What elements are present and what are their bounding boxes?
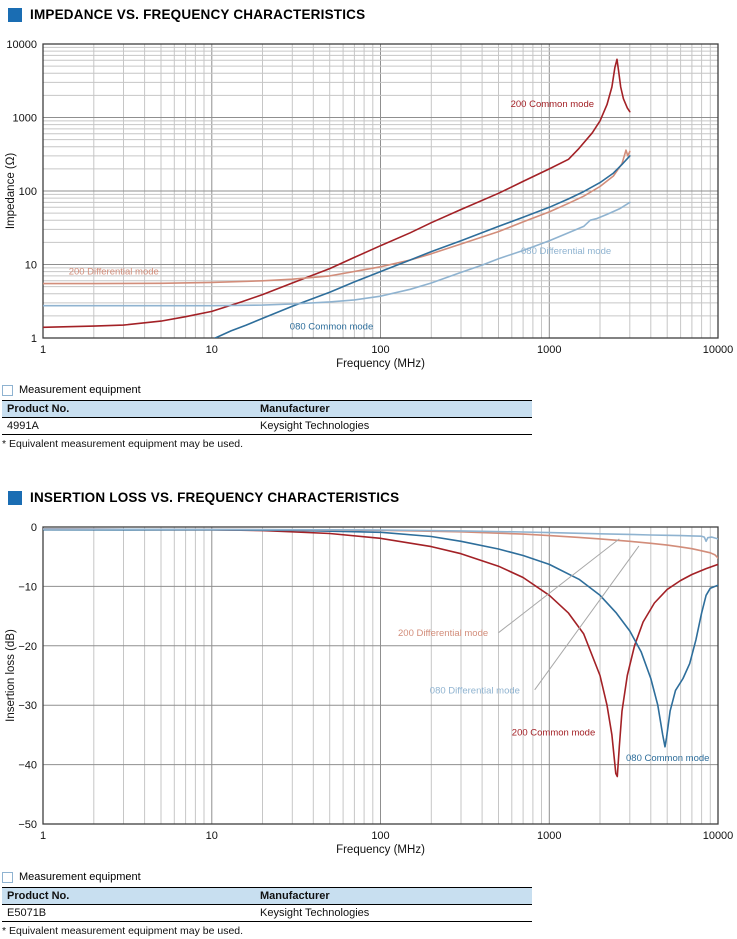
x-tick-label: 10000 [703,830,734,842]
x-tick-label: 10 [206,830,218,842]
x-tick-label: 1 [40,830,46,842]
equipment-block-insertion-loss: Measurement equipment Product No. Manufac… [2,871,534,937]
x-tick-label: 100 [371,344,389,356]
checkbox-icon [2,384,13,396]
series-200-common-mode [43,58,631,329]
series-080-common-mode [43,528,718,748]
table-cell: E5071B [7,907,47,919]
curve-label: 080 Differential mode [430,685,520,696]
curve-label: 080 Common mode [626,753,709,764]
y-tick-label: −10 [18,581,37,593]
y-tick-label: 10000 [6,39,37,51]
equipment-block-impedance: Measurement equipment Product No. Manufac… [2,384,534,450]
column-header: Manufacturer [255,400,532,418]
column-header: Manufacturer [255,887,532,905]
table-cell: Keysight Technologies [260,907,370,919]
blue-square-icon [8,7,22,22]
x-tick-label: 1000 [537,344,561,356]
curve-label: 200 Common mode [512,727,595,738]
x-tick-label: 10000 [703,344,734,356]
equipment-caption-row: Measurement equipment [2,384,534,396]
x-tick-label: 10 [206,344,218,356]
y-tick-label: −20 [18,641,37,653]
series-080-differential-mode [43,201,631,307]
x-axis-title: Frequency (MHz) [336,844,425,856]
curve-label: 200 Differential mode [69,266,159,277]
equipment-table: Product No. Manufacturer E5071B Keysight Te… [2,887,532,922]
column-header: Product No. [2,887,255,905]
equipment-caption: Measurement equipment [19,384,141,396]
table-row: E5071B Keysight Technologies [2,905,532,922]
plot-border [42,43,719,339]
table-row: 4991A Keysight Technologies [2,418,532,435]
y-axis-title: Impedance (Ω) [5,153,17,230]
y-tick-label: 10 [25,260,37,272]
equipment-caption-row: Measurement equipment [2,871,534,883]
y-tick-label: −50 [18,819,37,831]
label-leader-line [498,538,620,634]
table-cell: Keysight Technologies [260,420,370,432]
section-title-impedance: IMPEDANCE VS. FREQUENCY CHARACTERISTICS [8,7,365,22]
equipment-footnote: * Equivalent measurement equipment may b… [2,438,244,450]
y-tick-label: 1000 [13,113,37,125]
curve-label: 080 Differential mode [521,246,611,257]
equipment-table: Product No. Manufacturer 4991A Keysight Tec… [2,400,532,435]
y-tick-label: 100 [19,186,37,198]
y-tick-label: 1 [31,333,37,345]
checkbox-icon [2,871,13,883]
blue-square-icon [8,490,22,505]
section-title-text: INSERTION LOSS VS. FREQUENCY CHARACTERIS… [30,490,400,505]
x-tick-label: 1 [40,344,46,356]
equipment-footnote: * Equivalent measurement equipment may b… [2,925,244,937]
column-header: Product No. [2,400,255,418]
equipment-caption: Measurement equipment [19,871,141,883]
series-080-differential-mode [43,528,718,543]
series-200-common-mode [43,528,718,778]
series-080-common-mode [214,155,631,338]
curve-label: 080 Common mode [290,322,373,333]
section-title-text: IMPEDANCE VS. FREQUENCY CHARACTERISTICS [30,7,366,22]
section-title-insertion-loss: INSERTION LOSS VS. FREQUENCY CHARACTERIS… [8,490,399,505]
x-axis-title: Frequency (MHz) [336,358,425,370]
curve-label: 200 Differential mode [398,628,488,639]
y-tick-label: −40 [18,760,37,772]
table-cell: 4991A [7,420,39,432]
plot-border [42,526,719,825]
y-tick-label: 0 [31,522,37,534]
x-tick-label: 1000 [537,830,561,842]
x-tick-label: 100 [371,830,389,842]
label-leader-line [534,545,640,691]
y-axis-title: Insertion loss (dB) [5,629,17,722]
y-tick-label: −30 [18,700,37,712]
curve-label: 200 Common mode [511,99,594,110]
